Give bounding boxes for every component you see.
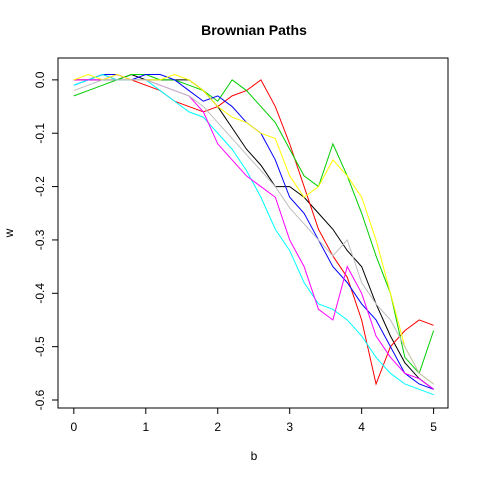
- x-tick-label: 1: [142, 420, 149, 434]
- y-axis-label: w: [2, 228, 16, 238]
- x-tick-label: 0: [70, 420, 77, 434]
- x-tick-label: 5: [430, 420, 437, 434]
- x-axis-label: b: [251, 449, 258, 463]
- path-line: [73, 74, 434, 386]
- plot-frame: [57, 57, 449, 409]
- path-line: [73, 74, 435, 375]
- path-line: [73, 79, 434, 385]
- y-tick-label: -0.6: [33, 389, 47, 410]
- y-tick-label: -0.5: [33, 336, 47, 357]
- x-tick-label: 3: [286, 420, 293, 434]
- y-tick-label: -0.1: [33, 123, 47, 144]
- chart-title: Brownian Paths: [201, 22, 307, 38]
- y-tick-label: -0.3: [33, 229, 47, 250]
- y-tick-label: -0.4: [33, 283, 47, 304]
- path-line: [73, 74, 434, 390]
- x-tick-label: 2: [214, 420, 221, 434]
- y-tick-label: 0.0: [33, 71, 47, 88]
- x-tick-label: 4: [358, 420, 365, 434]
- y-tick-label: -0.2: [33, 176, 47, 197]
